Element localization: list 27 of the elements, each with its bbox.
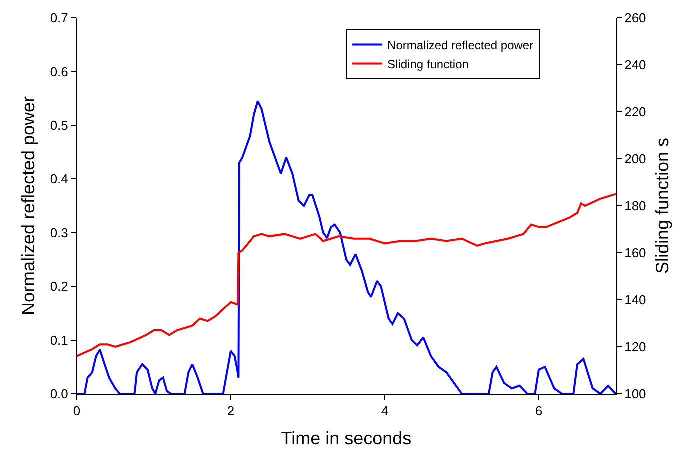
y2-tick-label: 100 bbox=[624, 386, 646, 402]
x-tick-label: 6 bbox=[535, 404, 543, 419]
y2-tick-label: 260 bbox=[624, 10, 646, 26]
y-tick-label: 0.5 bbox=[50, 118, 68, 133]
legend-label: Normalized reflected power bbox=[388, 38, 534, 52]
y-tick-label: 0.1 bbox=[50, 332, 68, 348]
x-tick-label: 2 bbox=[227, 404, 235, 419]
y-tick-label: 0.2 bbox=[50, 279, 68, 294]
y2-tick-label: 120 bbox=[624, 340, 646, 355]
y-tick-label: 0.7 bbox=[50, 10, 68, 26]
y2-tick-label: 220 bbox=[624, 104, 646, 120]
x-axis-title: Time in seconds bbox=[281, 428, 412, 449]
y2-tick-label: 140 bbox=[624, 292, 646, 308]
line-series bbox=[77, 193, 616, 358]
x-tick-label: 0 bbox=[73, 404, 81, 419]
x-tick-label: 4 bbox=[381, 404, 389, 419]
y-tick-label: 0.0 bbox=[50, 386, 68, 402]
y2-tick-label: 160 bbox=[624, 246, 646, 261]
y-tick-label: 0.4 bbox=[50, 172, 68, 187]
y2-axis-title: Sliding function s bbox=[652, 138, 672, 274]
y2-tick-label: 180 bbox=[624, 198, 646, 214]
y2-tick-label: 240 bbox=[624, 58, 646, 73]
y-tick-label: 0.3 bbox=[50, 225, 68, 240]
y-tick-label: 0.6 bbox=[50, 64, 68, 80]
legend-label: Sliding function bbox=[388, 57, 469, 72]
y-axis-title: Normalized reflected power bbox=[18, 96, 39, 316]
y2-tick-label: 200 bbox=[624, 152, 646, 167]
